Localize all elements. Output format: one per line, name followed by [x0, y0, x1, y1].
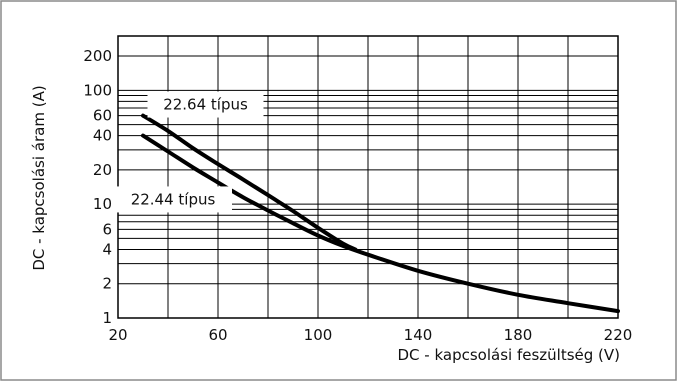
- x-axis-label: DC - kapcsolási feszültség (V): [397, 346, 620, 364]
- series-labels: 22.64 típus 22.44 típus: [114, 91, 264, 213]
- y-tick-label: 10: [93, 195, 112, 213]
- y-tick-label: 2: [102, 275, 112, 293]
- series-line-2: [141, 133, 620, 314]
- y-tick-label: 60: [93, 107, 112, 125]
- y-tick-label: 200: [83, 47, 112, 65]
- y-tick-label: 1: [102, 309, 112, 327]
- y-tick-label: 40: [93, 127, 112, 145]
- y-tick-label: 4: [102, 240, 112, 258]
- y-tick-label: 20: [93, 161, 112, 179]
- x-tick-label: 140: [404, 326, 433, 344]
- y-tick-labels: 1 2 4 6 10 20 40 60 100 200: [83, 47, 112, 327]
- x-tick-label: 20: [108, 326, 127, 344]
- x-tick-label: 100: [304, 326, 333, 344]
- y-tick-label: 100: [83, 81, 112, 99]
- plot-border: [117, 35, 619, 319]
- series-line-1: [141, 113, 358, 252]
- x-tick-label: 180: [504, 326, 533, 344]
- y-tick-label: 6: [102, 220, 112, 238]
- series-label-1: 22.64 típus: [163, 96, 248, 114]
- x-tick-label: 60: [208, 326, 227, 344]
- series-layer: [141, 113, 620, 314]
- x-tick-labels: 20 60 100 140 180 220: [108, 326, 632, 344]
- series-label-box: [147, 91, 264, 118]
- y-axis-label: DC - kapcsolási áram (A): [30, 85, 48, 270]
- x-tick-label: 220: [604, 326, 633, 344]
- series-label-2: 22.44 típus: [131, 190, 216, 208]
- series-label-box: [114, 186, 232, 213]
